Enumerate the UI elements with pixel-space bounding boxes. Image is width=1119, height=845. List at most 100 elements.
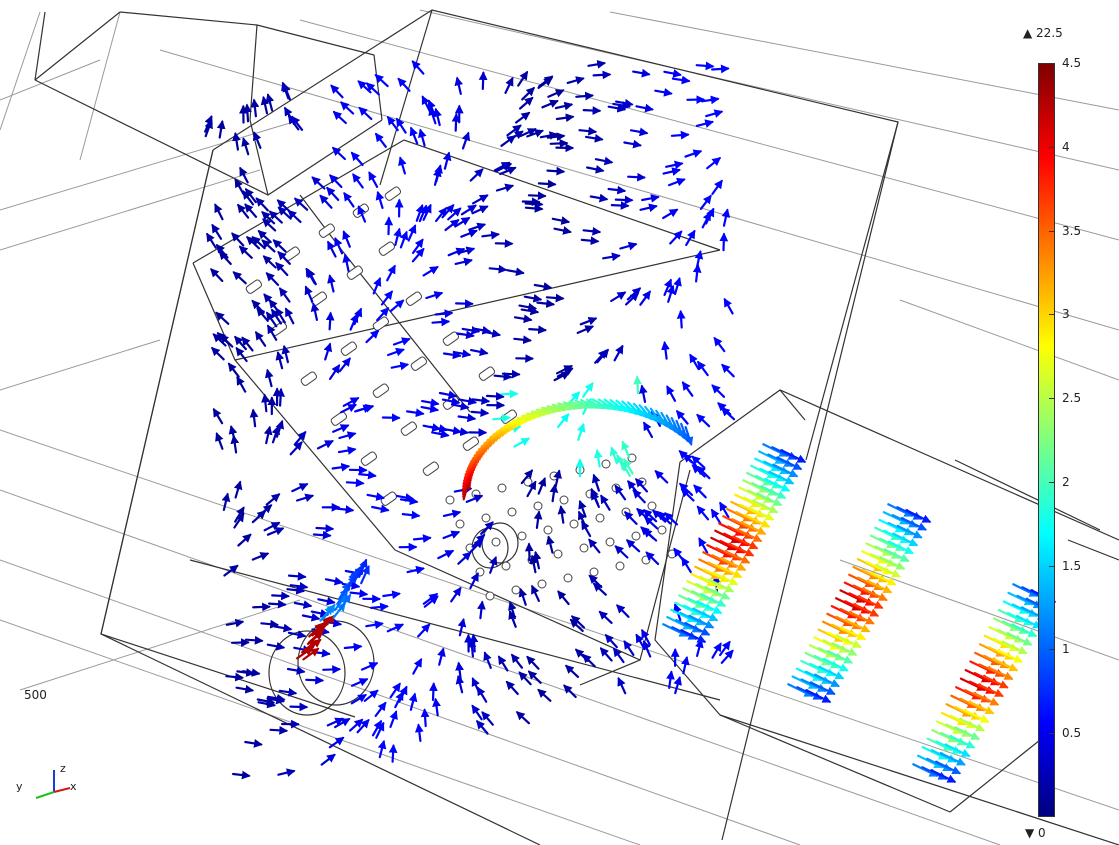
velocity-arrow [469, 572, 479, 590]
velocity-arrow [869, 534, 896, 549]
velocity-arrow [452, 349, 472, 358]
velocity-arrow [437, 647, 446, 666]
velocity-arrow [736, 528, 763, 543]
velocity-arrow [905, 509, 932, 523]
velocity-arrow [663, 278, 673, 296]
velocity-arrow [654, 88, 673, 97]
velocity-arrow [865, 560, 892, 575]
velocity-arrow [518, 302, 538, 312]
velocity-arrow [627, 480, 640, 495]
velocity-arrow [624, 511, 638, 525]
velocity-arrow [721, 208, 731, 227]
velocity-arrow [681, 381, 694, 397]
velocity-arrow [800, 678, 827, 692]
velocity-arrow [662, 208, 679, 220]
velocity-arrow [293, 600, 313, 609]
baffle-cylinder [300, 371, 318, 386]
velocity-arrow [277, 768, 296, 777]
velocity-arrow [537, 688, 552, 702]
velocity-arrow [343, 191, 355, 208]
baffle-pin [647, 501, 657, 511]
velocity-arrow [481, 230, 500, 240]
velocity-arrow [935, 740, 962, 755]
velocity-arrow [707, 561, 734, 576]
velocity-arrow [1016, 594, 1043, 609]
velocity-arrow [584, 133, 604, 143]
velocity-arrow [469, 168, 484, 182]
velocity-arrow [481, 711, 494, 726]
velocity-arrow [983, 654, 1010, 669]
velocity-arrow [457, 246, 476, 255]
velocity-arrow [627, 172, 646, 182]
velocity-arrow [547, 89, 565, 98]
velocity-arrow [371, 504, 390, 514]
velocity-arrow [921, 766, 948, 780]
velocity-arrow [332, 110, 347, 125]
velocity-arrow [691, 590, 718, 604]
velocity-arrow [730, 500, 757, 515]
velocity-arrow [411, 247, 425, 263]
velocity-arrow [304, 285, 314, 303]
velocity-arrow [662, 167, 681, 176]
velocity-arrow [262, 255, 277, 269]
velocity-arrow [892, 532, 919, 547]
velocity-arrow [395, 117, 407, 134]
velocity-arrow [696, 413, 711, 428]
velocity-arrow [492, 413, 511, 423]
velocity-arrow [639, 203, 658, 213]
velocity-arrow [352, 173, 364, 189]
velocity-arrow [276, 387, 285, 407]
velocity-arrow [296, 493, 315, 503]
velocity-arrow [517, 70, 529, 87]
velocity-arrow [818, 665, 845, 680]
velocity-arrow [555, 113, 575, 123]
velocity-arrow [557, 590, 570, 606]
velocity-arrow [389, 710, 398, 729]
velocity-arrow [546, 403, 567, 413]
velocity-arrow [232, 271, 247, 285]
velocity-arrow [412, 658, 423, 675]
velocity-arrow [282, 82, 291, 101]
velocity-arrow [234, 335, 247, 351]
velocity-arrow [602, 252, 621, 262]
velocity-arrow [700, 95, 720, 105]
velocity-arrow [556, 413, 570, 428]
velocity-arrow [626, 539, 641, 553]
velocity-arrow [420, 404, 440, 414]
colorbar-tick-label: 4.5 [1062, 56, 1082, 70]
velocity-arrow [353, 307, 363, 326]
velocity-arrow [269, 725, 289, 735]
velocity-arrow [549, 483, 559, 503]
velocity-arrow [587, 60, 607, 69]
velocity-arrow [418, 204, 428, 223]
velocity-arrow [422, 266, 439, 277]
velocity-arrow [822, 657, 849, 672]
velocity-arrow [434, 309, 454, 319]
velocity-arrow [532, 550, 542, 570]
baffle-pin [497, 483, 507, 493]
velocity-arrow [706, 543, 733, 558]
velocity-arrow [582, 106, 602, 115]
velocity-arrow [450, 586, 462, 603]
velocity-arrow [521, 411, 543, 420]
velocity-arrow [805, 689, 832, 703]
colorbar-tick-mark [1049, 146, 1055, 148]
velocity-arrow [750, 464, 777, 479]
velocity-arrow [718, 640, 731, 657]
velocity-arrow [684, 621, 711, 636]
velocity-arrow [568, 400, 589, 410]
velocity-arrow [512, 414, 533, 424]
velocity-arrow [471, 205, 489, 215]
velocity-arrow [277, 206, 292, 220]
velocity-arrow [787, 683, 814, 697]
velocity-arrow [317, 596, 336, 606]
velocity-arrow [670, 130, 690, 140]
baffle-pin [485, 591, 495, 601]
velocity-arrow [289, 441, 303, 456]
velocity-arrow [508, 610, 517, 628]
velocity-arrow [614, 545, 629, 559]
colorbar-tick-mark [1049, 481, 1055, 483]
baffle-pin [559, 495, 569, 505]
velocity-arrow [621, 440, 631, 458]
